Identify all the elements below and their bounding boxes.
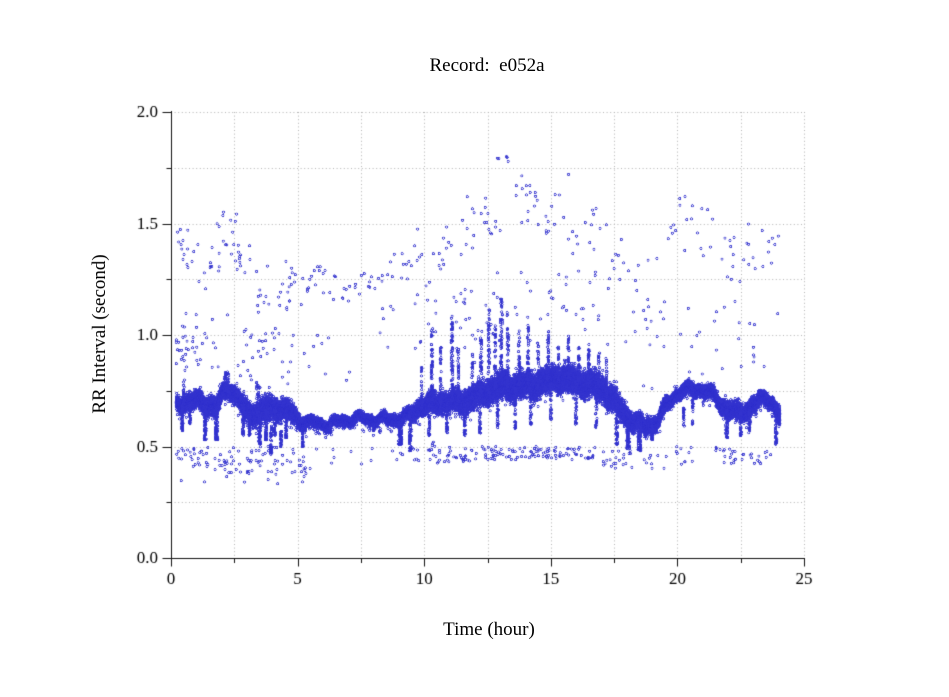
y-axis-label: RR Interval (second) (89, 254, 110, 414)
x-axis-label: Time (hour) (443, 619, 535, 640)
plot-title: Record: e052a (429, 55, 545, 76)
